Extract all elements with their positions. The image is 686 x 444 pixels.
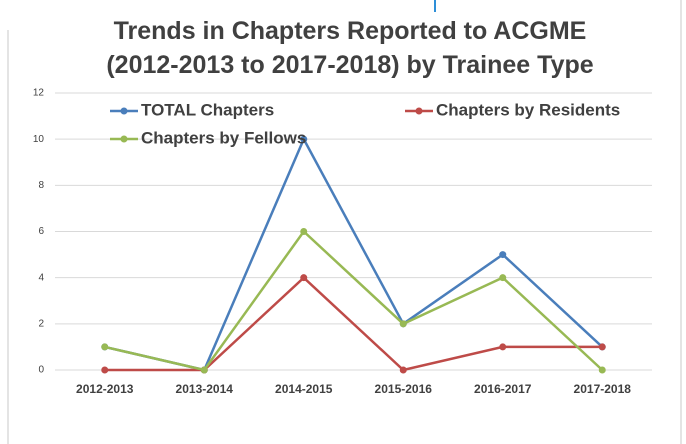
legend-label: TOTAL Chapters (141, 100, 274, 119)
series-line (104, 229, 604, 372)
legend-label: Chapters by Residents (436, 100, 620, 119)
point (300, 228, 308, 235)
y-tick-label: 4 (38, 272, 44, 283)
y-tick-label: 0 (38, 365, 44, 376)
point (499, 251, 507, 259)
point (399, 366, 407, 374)
point (101, 343, 109, 351)
x-tick-label: 2015-2016 (375, 382, 433, 396)
y-tick-label: 10 (33, 134, 45, 145)
y-tick-label: 2 (38, 318, 44, 329)
y-tick-label: 6 (38, 226, 44, 237)
x-tick-label: 2016-2017 (474, 382, 532, 396)
x-tick-label: 2012-2013 (76, 382, 134, 396)
legend-marker (120, 107, 128, 115)
point (300, 135, 308, 143)
y-tick-label: 12 (33, 88, 45, 99)
point (499, 343, 507, 351)
legend-marker (415, 107, 423, 115)
legend-label: Chapters by Fellows (141, 128, 306, 147)
chart-title: Trends in Chapters Reported to ACGME (20… (106, 17, 594, 79)
point (598, 366, 606, 374)
x-tick-label: 2014-2015 (275, 382, 333, 396)
point (200, 366, 208, 374)
point (598, 343, 606, 351)
y-tick-label: 8 (38, 180, 44, 191)
point (101, 366, 109, 374)
point (499, 274, 507, 282)
point (300, 274, 308, 282)
point (399, 320, 407, 328)
x-tick-label: 2013-2014 (176, 382, 234, 396)
x-tick-label: 2017-2018 (574, 382, 632, 396)
series-line (104, 275, 603, 372)
legend-marker (120, 135, 128, 143)
series-line (104, 136, 604, 372)
